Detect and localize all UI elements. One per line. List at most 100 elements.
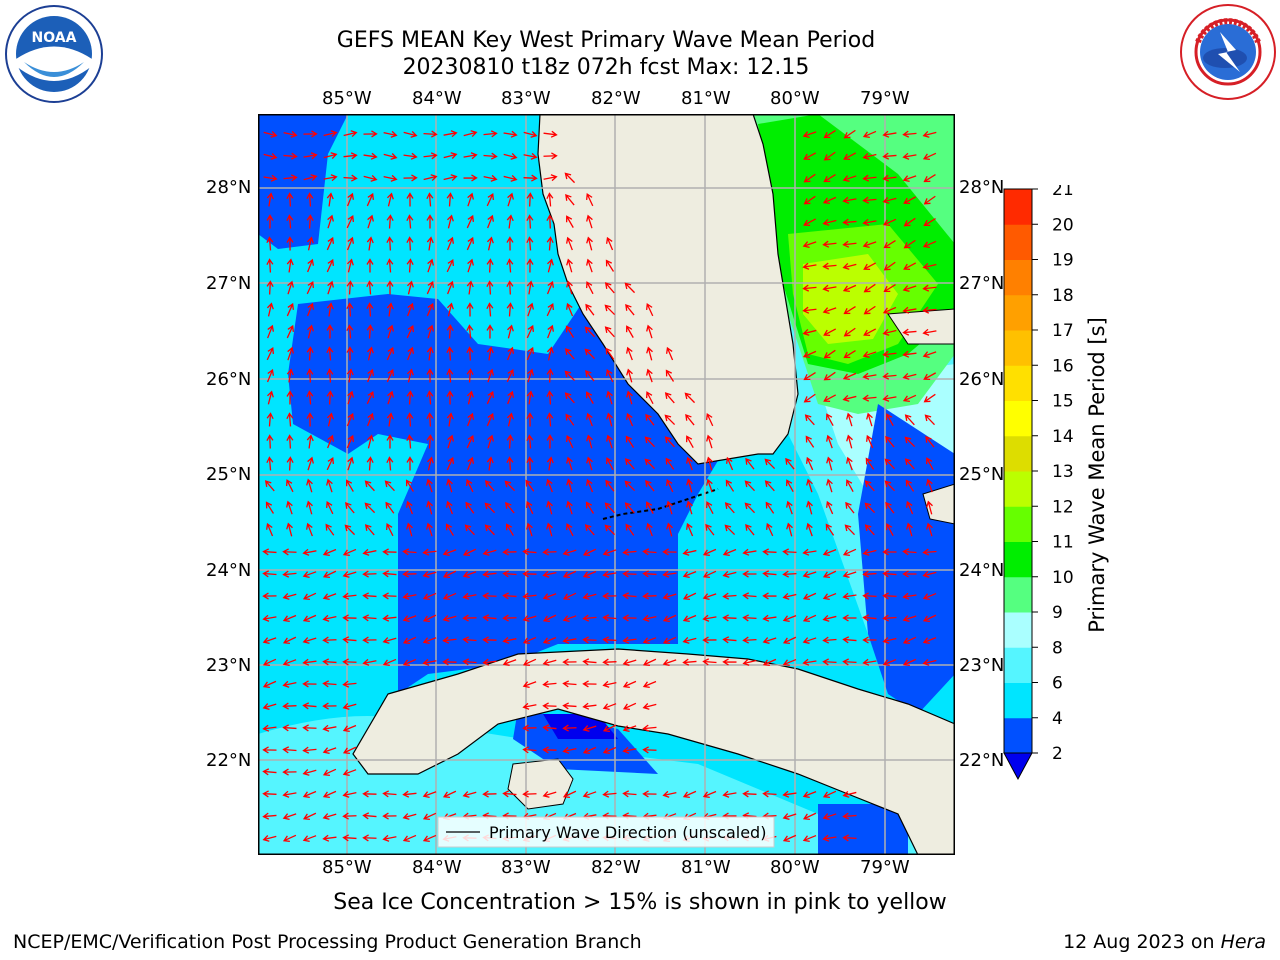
wave-arrow (885, 501, 895, 514)
title-line-1: GEFS MEAN Key West Primary Wave Mean Per… (336, 28, 876, 53)
wave-arrow (546, 434, 554, 449)
colorbar-label: Primary Wave Mean Period [s] (1085, 317, 1109, 633)
wave-arrow (302, 637, 317, 644)
wave-arrow (922, 548, 937, 556)
wave-arrow (804, 414, 815, 426)
wave-arrow (662, 659, 677, 666)
wave-arrow (302, 746, 317, 754)
wave-arrow (306, 368, 314, 383)
wave-arrow (526, 258, 534, 273)
wave-arrow (543, 174, 558, 182)
wave-arrow (366, 192, 374, 207)
lat-tick-right-27: 27°N (959, 273, 1005, 294)
wave-arrow (546, 346, 554, 361)
wave-arrow (505, 502, 515, 514)
wave-arrow (624, 502, 635, 514)
wave-arrow (542, 659, 557, 666)
colorbar-swatches (1003, 188, 1033, 781)
wave-arrow (885, 523, 894, 537)
wave-arrow (882, 174, 897, 182)
wave-arrow (866, 412, 873, 427)
wave-arrow (843, 327, 856, 337)
wave-arrow (506, 368, 514, 383)
wave-arrow (403, 152, 418, 160)
wave-arrow (565, 413, 575, 426)
wave-arrow (487, 214, 494, 229)
lat-tick-left-24: 24°N (206, 560, 252, 581)
wave-arrow (882, 197, 897, 204)
wave-arrow (402, 813, 417, 820)
wave-arrow (463, 174, 478, 182)
wave-arrow (526, 280, 534, 295)
wave-arrow (522, 724, 537, 732)
wave-arrow (806, 500, 813, 515)
wave-arrow (502, 614, 517, 622)
wave-arrow (622, 746, 637, 754)
wave-arrow (543, 152, 558, 160)
wave-arrow (302, 592, 317, 600)
wave-arrow (483, 174, 498, 182)
wave-arrow (906, 500, 914, 515)
wave-arrow (606, 368, 614, 383)
wave-arrow (902, 373, 917, 380)
wave-arrow (745, 457, 755, 470)
wave-arrow (666, 522, 673, 537)
wave-arrow (722, 636, 737, 644)
wave-arrow (506, 523, 514, 536)
noaa-logo-text: NOAA (32, 30, 77, 46)
wave-arrow (507, 390, 514, 405)
wave-arrow (862, 658, 877, 666)
wave-arrow (342, 790, 357, 798)
wave-arrow (262, 592, 277, 600)
wave-arrow (442, 592, 457, 600)
wave-arrow (624, 480, 636, 492)
wave-arrow (862, 636, 877, 644)
wave-arrow (602, 570, 617, 578)
wave-arrow (302, 790, 317, 798)
wave-arrow (366, 390, 374, 405)
wave-arrow (564, 392, 575, 404)
wave-arrow (262, 680, 277, 688)
colorbar-swatch (1004, 576, 1032, 613)
wave-arrow (484, 480, 495, 492)
wave-arrow (625, 435, 635, 448)
lat-tick-right-26: 26°N (959, 369, 1005, 390)
wave-arrow (602, 636, 617, 644)
wave-arrow (924, 414, 935, 426)
wave-arrow (582, 746, 597, 754)
wave-arrow (467, 192, 474, 207)
wave-arrow (562, 680, 577, 688)
wave-arrow (266, 368, 274, 383)
wave-arrow (466, 390, 474, 405)
wave-arrow (626, 412, 634, 427)
wave-arrow (382, 570, 397, 578)
wave-arrow (322, 614, 337, 622)
wave-arrow (626, 368, 633, 383)
wave-arrow (362, 790, 377, 798)
wave-arrow (386, 346, 394, 361)
wave-arrow (842, 614, 857, 622)
wave-arrow (646, 501, 654, 514)
wave-arrow (585, 281, 594, 295)
wave-arrow (543, 130, 558, 138)
wave-arrow (445, 523, 454, 536)
wave-arrow (442, 658, 457, 666)
wave-arrow (262, 724, 277, 732)
wave-arrow (306, 434, 314, 449)
wave-arrow (342, 571, 357, 578)
wave-arrow (342, 703, 357, 710)
wave-arrow (426, 478, 433, 493)
wave-arrow (262, 637, 277, 644)
wave-arrow (446, 412, 454, 427)
wave-arrow (742, 570, 757, 578)
wave-arrow (363, 130, 378, 138)
wave-arrow (523, 131, 538, 138)
wave-arrow (362, 592, 377, 600)
wave-arrow (725, 479, 735, 492)
wave-arrow (582, 725, 597, 732)
wave-arrow (922, 328, 937, 336)
wave-arrow (642, 724, 657, 732)
colorbar-swatch (1004, 506, 1032, 542)
wave-arrow (565, 325, 575, 338)
wave-arrow (446, 192, 454, 207)
